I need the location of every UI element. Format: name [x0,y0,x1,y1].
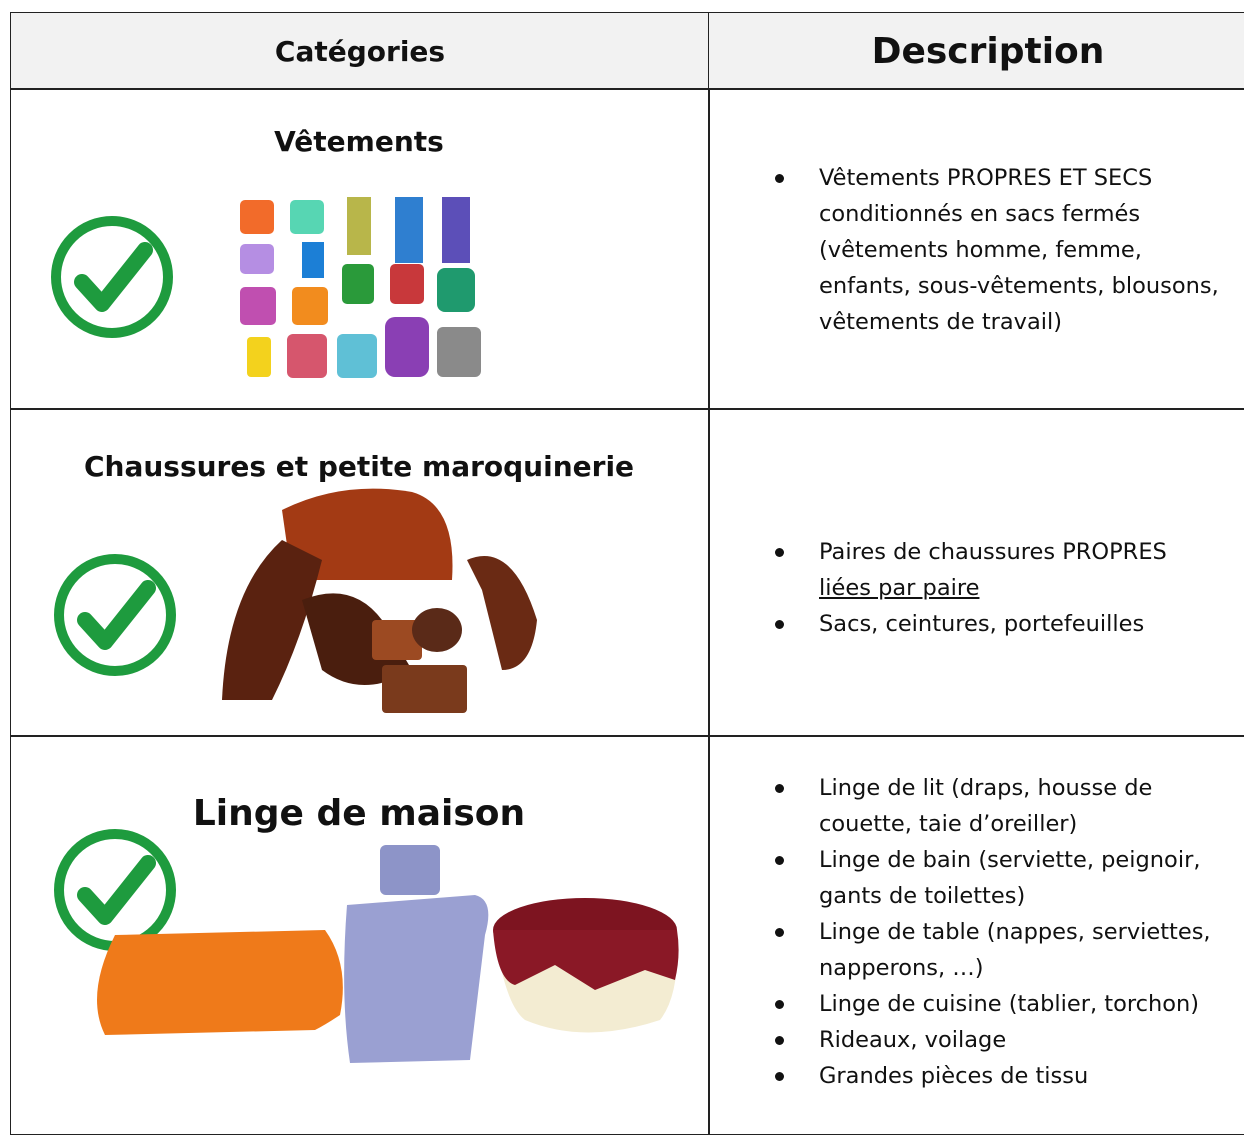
table-cell [708,88,1244,410]
table-cell [708,408,1244,737]
linen-image [97,845,679,1063]
category-title: Chaussures et petite maroquinerie [83,450,635,483]
clothes [240,197,481,378]
description-item: Sacs, ceintures, portefeuilles [775,606,1220,642]
item-text: Paires de chaussures PROPRES [819,539,1167,565]
header-text: Catégories [274,34,446,68]
leather-goods-image [222,488,537,713]
description-list: Vêtements PROPRES ET SECS conditionnés e… [775,160,1220,340]
category-title: Linge de maison [192,793,526,834]
header-cell: Description [708,12,1244,90]
description-item: Linge de table (nappes, serviettes, napp… [775,914,1220,986]
check-icon [54,554,176,676]
description-item: Rideaux, voilage [775,1022,1220,1058]
description-item: Grandes pièces de tissu [775,1058,1220,1094]
header-cell: Catégories [10,12,710,90]
description-list: Paires de chaussures PROPRES liées par pa… [775,534,1220,642]
description-list: Linge de lit (draps, housse de couette, … [775,770,1220,1094]
description-item: Linge de lit (draps, housse de couette, … [775,770,1220,842]
description-item: Vêtements PROPRES ET SECS conditionnés e… [775,160,1220,340]
description-item: Linge de bain (serviette, peignoir, gant… [775,842,1220,914]
clothes-image [240,197,481,378]
description-item: Paires de chaussures PROPRES liées par pa… [775,534,1220,606]
category-title: Vêtements [274,125,444,158]
table-cell [10,88,710,410]
table-cell [10,408,710,737]
header-text: Description [871,30,1105,72]
check-icon [51,216,173,338]
page: Catégories Description Vêtements Vêtemen… [10,12,1244,1135]
description-item: Linge de cuisine (tablier, torchon) [775,986,1220,1022]
item-underlined-text: liées par paire [819,575,980,601]
